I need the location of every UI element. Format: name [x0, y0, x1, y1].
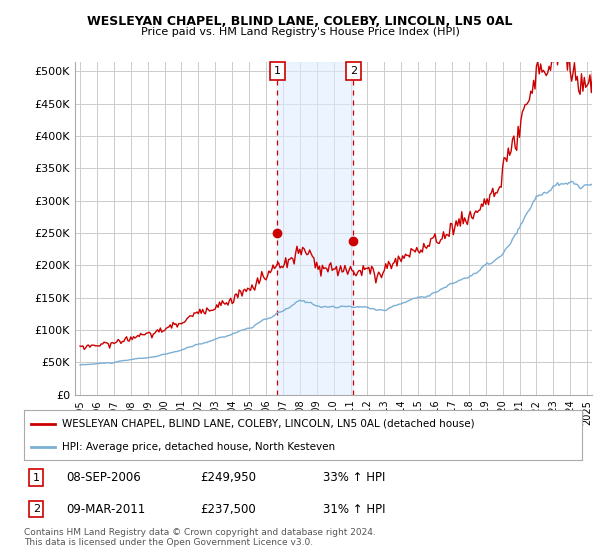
Text: WESLEYAN CHAPEL, BLIND LANE, COLEBY, LINCOLN, LN5 0AL (detached house): WESLEYAN CHAPEL, BLIND LANE, COLEBY, LIN… [62, 418, 475, 428]
Text: HPI: Average price, detached house, North Kesteven: HPI: Average price, detached house, Nort… [62, 442, 335, 452]
Text: 1: 1 [33, 473, 40, 483]
Text: £249,950: £249,950 [200, 471, 256, 484]
Bar [277, 62, 353, 395]
Text: 08-SEP-2006: 08-SEP-2006 [66, 471, 140, 484]
Text: 2: 2 [33, 504, 40, 514]
Text: WESLEYAN CHAPEL, BLIND LANE, COLEBY, LINCOLN, LN5 0AL: WESLEYAN CHAPEL, BLIND LANE, COLEBY, LIN… [87, 15, 513, 28]
Text: Price paid vs. HM Land Registry's House Price Index (HPI): Price paid vs. HM Land Registry's House … [140, 27, 460, 37]
Text: Contains HM Land Registry data © Crown copyright and database right 2024.
This d: Contains HM Land Registry data © Crown c… [24, 528, 376, 547]
Text: 31% ↑ HPI: 31% ↑ HPI [323, 502, 385, 516]
Text: 2: 2 [350, 66, 357, 76]
Text: £237,500: £237,500 [200, 502, 256, 516]
Text: 1: 1 [274, 66, 281, 76]
Text: 09-MAR-2011: 09-MAR-2011 [66, 502, 145, 516]
Text: 33% ↑ HPI: 33% ↑ HPI [323, 471, 385, 484]
